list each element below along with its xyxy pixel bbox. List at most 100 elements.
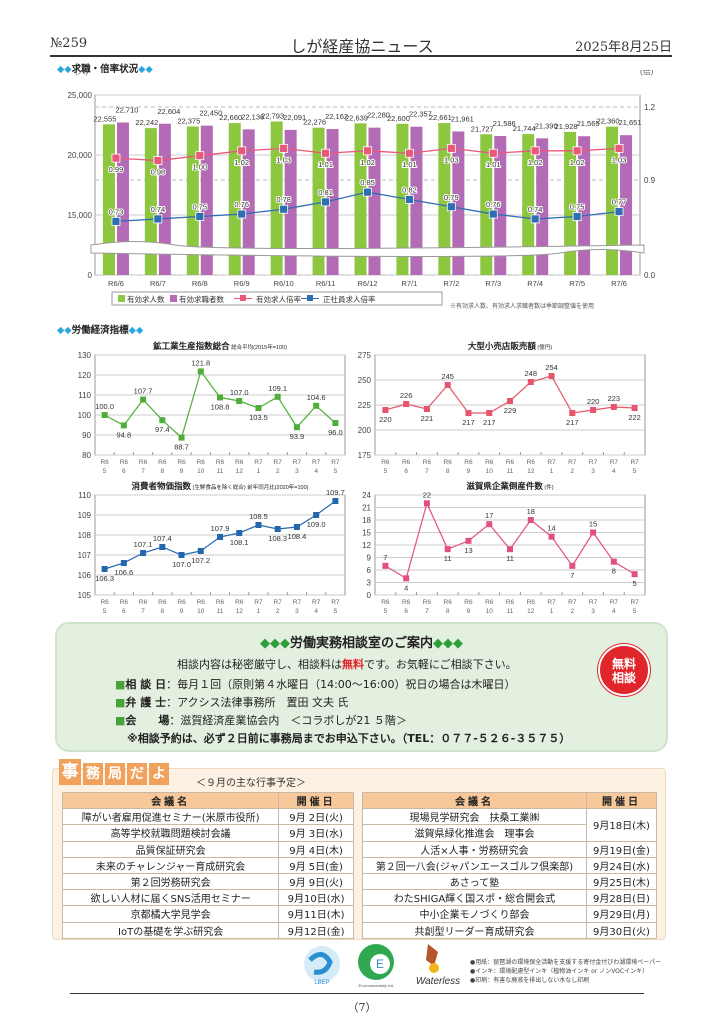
data-point: [444, 546, 451, 553]
y-tick-label: 275: [358, 351, 372, 360]
table-row: 人活×人事・労務研究会 9月19日(金): [362, 840, 658, 858]
event-name: 第２回一八会(ジャパンエースゴルフ倶楽部): [362, 856, 587, 874]
event-name: IoTの基礎を学ぶ研究会: [61, 921, 280, 939]
line-point: [530, 214, 540, 224]
y-tick-label: 3: [367, 579, 372, 588]
line-point: [321, 197, 330, 207]
data-label: 109.7: [326, 488, 345, 497]
x-tick-label: 8: [160, 608, 164, 615]
x-tick-label: R6: [506, 599, 515, 606]
data-point: [507, 546, 513, 553]
data-point: [548, 533, 555, 540]
line-point: [363, 146, 372, 156]
point-value-label: 1.02: [234, 158, 249, 167]
x-tick-label: R6: [527, 459, 536, 466]
svg-text:LBEP: LBEP: [314, 980, 329, 986]
y-tick-label: 175: [358, 451, 372, 460]
table-row: あさって塾 9月25日(木): [362, 872, 658, 891]
x-tick-label: R6/10: [274, 279, 294, 288]
event-name: 共創型リーダー育成研究会: [362, 921, 587, 939]
x-tick-label: R6: [444, 459, 453, 466]
x-tick-label: 6: [122, 468, 126, 475]
event-date: 9月12日(金): [278, 921, 354, 939]
x-tick-label: 3: [295, 608, 299, 615]
table-row: 現場見学研究会 扶桑工業㈱ 9月18日(木): [362, 808, 658, 842]
chart-title: 滋賀県企業倒産件数 (件): [466, 481, 553, 491]
data-point: [423, 406, 430, 412]
bar-job-openings: [396, 123, 409, 275]
data-point: [140, 550, 147, 556]
x-tick-label: R6/7: [150, 279, 166, 288]
data-point: [159, 417, 166, 424]
legend-box: [111, 291, 443, 306]
data-label: 220: [587, 397, 600, 406]
x-tick-label: 1: [257, 608, 261, 615]
x-tick-label: 4: [612, 608, 616, 615]
svg-text:Waterless: Waterless: [416, 976, 460, 987]
y-tick-label: 0: [367, 591, 372, 600]
chart-subtitle: (生鮮食品を除く総合) 前年同月比(2020年=100): [191, 483, 309, 491]
line-point: [572, 212, 582, 221]
plot-area: [94, 354, 346, 456]
point-value-label: 1.03: [276, 155, 291, 164]
legend-swatch: [118, 295, 125, 302]
data-label: 104.6: [307, 393, 326, 402]
data-label: 109.0: [307, 520, 326, 529]
data-label: 221: [421, 414, 434, 423]
x-tick-label: R6: [444, 599, 453, 606]
consultation-box: ◆◆◆労働実務相談室のご案内◆◆◆ 相談内容は秘密厳守し、相談料は無料です。お気…: [55, 622, 668, 752]
consultation-intro: 相談内容は秘密厳守し、相談料は無料です。お気軽にご相談下さい。: [177, 656, 517, 672]
section-title: 求職・倍率状況: [71, 64, 139, 75]
bar-job-seekers: [200, 125, 213, 275]
section-title: 労働経済指標: [71, 325, 129, 336]
x-tick-label: 12: [236, 608, 244, 615]
line-point: [572, 146, 582, 156]
y-tick-label: 109: [78, 511, 92, 520]
event-date: 9月 3日(水): [278, 824, 354, 842]
data-point: [610, 558, 617, 565]
chart-title: 大型小売店販売額 (億円): [468, 341, 552, 351]
data-label: 220: [379, 415, 392, 424]
x-tick-label: R7: [331, 599, 340, 606]
bar-job-openings: [480, 134, 493, 275]
badge-line2: 相談: [611, 671, 636, 685]
data-point: [631, 405, 638, 411]
x-tick-label: 9: [467, 608, 471, 615]
point-value-label: 0.75: [193, 202, 208, 211]
data-label: 93.9: [290, 432, 305, 441]
schedule-table-left: 会議名 開催日 障がい者雇用促進セミナー(米原市役所) 9月 2日(火) 高等学校就職問…: [61, 791, 354, 939]
bar-job-openings: [354, 123, 367, 275]
point-value-label: 1.00: [193, 163, 208, 172]
data-point: [465, 537, 472, 544]
chart-title-main: 大型小売店販売額: [468, 341, 537, 351]
point-value-label: 0.74: [151, 205, 166, 214]
data-label: 11: [506, 554, 514, 563]
event-date: 9月24日(水): [585, 856, 658, 874]
x-tick-label: R7: [547, 459, 556, 466]
x-tick-label: 9: [467, 468, 471, 475]
y-tick-label: 250: [358, 376, 372, 385]
event-name: 未来のチャレンジャー育成研究会: [61, 856, 280, 874]
event-date: 9月18日(木): [585, 808, 658, 842]
point-value-label: 0.99: [109, 165, 124, 174]
bar-value-label: 21,586: [493, 119, 516, 128]
x-tick-label: R7: [293, 459, 302, 466]
point-value-label: 0.81: [318, 188, 333, 197]
data-point: [569, 562, 576, 569]
data-point: [548, 373, 555, 379]
x-tick-label: 8: [160, 468, 164, 475]
x-tick-label: 3: [591, 608, 595, 615]
x-tick-label: R7/2: [443, 279, 459, 288]
table-row: 欲しい人材に届くSNS活用セミナー 9月10日(水): [61, 889, 354, 907]
bar-job-openings: [564, 131, 577, 275]
x-tick-label: R6: [235, 599, 244, 606]
x-tick-label: R6/12: [357, 279, 377, 288]
bar-job-seekers: [368, 127, 381, 275]
x-tick-label: R6: [100, 459, 109, 466]
event-name: 人活×人事・労務研究会: [362, 840, 587, 858]
data-label: 217: [483, 418, 496, 427]
data-label: 108.3: [268, 534, 287, 543]
section-heading-jobs: ◆◆求職・倍率状況◆◆: [57, 64, 153, 75]
event-name: あさって塾: [362, 872, 587, 891]
data-point: [101, 412, 108, 418]
